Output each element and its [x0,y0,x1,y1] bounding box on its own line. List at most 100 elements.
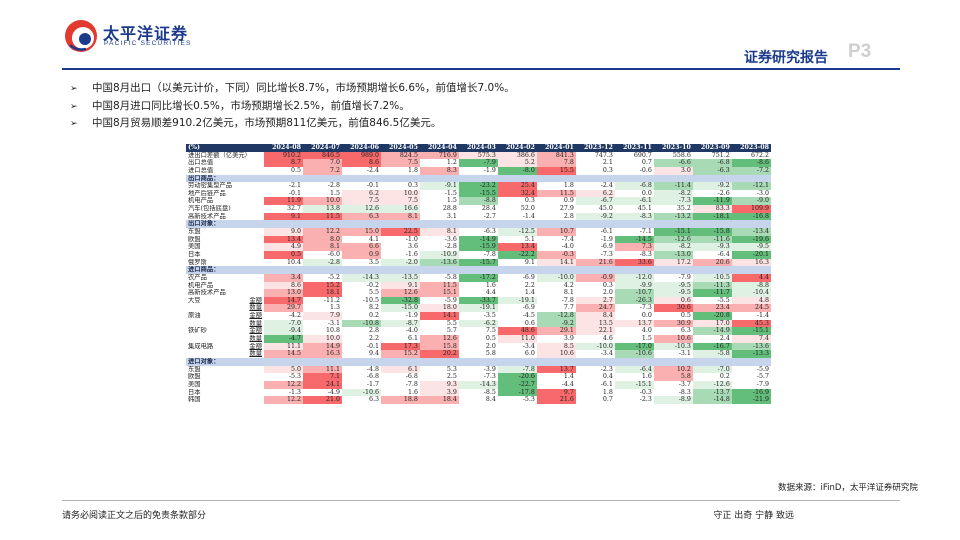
value-cell: 5.3 [446,365,457,373]
value-cell: -0.3 [536,250,576,259]
value-cell: 14.9 [303,342,342,351]
value-cell: 3.9 [419,388,459,397]
value-cell: 13.5 [575,319,615,328]
value-cell: 2.8 [368,327,379,335]
value-cell: -13.4 [731,228,771,236]
row-label: 俄罗斯 [188,258,207,266]
value-cell: 15.2 [380,350,420,358]
row-sublabel: 金额 [249,296,263,304]
value-cell: 17.2 [653,258,693,267]
value-cell: 5.5 [446,319,457,327]
value-cell: 13.4 [264,235,303,244]
value-cell: -4.8 [366,365,379,373]
value-cell: -7.8 [483,250,496,258]
value-cell: -3.1 [327,319,340,327]
value-cell: 4.9 [264,243,303,251]
value-cell: 13.7 [536,365,576,374]
table-row: 日本 -1.3 -4.9 -10.6 1.6 3.9 -8.5 -17.8 9.7 1.8 -0.3… [186,388,771,397]
value-cell: 3.5 [368,258,379,266]
value-cell: 6.2 [575,189,615,198]
table-row: 劳动密集型产品 -2.1 -2.8 -0.1 0.3 -9.1 -23.2 25.4 1.8 -2… [186,182,771,190]
value-cell: -2.0 [380,258,420,267]
table-row: 欧盟 -5.3 7.1 -6.8 -6.8 2.5 -7.3 -20.6 1.4 0.4 1.6 5.… [186,373,771,381]
row-sublabel: 金额 [249,327,263,335]
table-row: 数量 29.7 1.3 8.2 -15.0 18.0 -19.1 -6.9 7.7 24.7 -7.… [186,304,771,313]
value-cell: 18.8 [380,396,420,404]
value-cell: 3.1 [446,212,457,220]
value-cell: -9.5 [653,289,693,297]
row-sublabel: 数量 [249,335,263,343]
value-cell: -1.9 [600,235,613,243]
value-cell: 0.5 [680,312,691,320]
value-cell: 0.6 [524,319,535,327]
value-cell: 29.7 [264,304,303,313]
value-cell: -6.8 [366,373,379,381]
value-cell: -20.8 [692,312,732,320]
value-cell: 18.4 [419,396,459,404]
row-label: 机电产品 [188,197,214,205]
value-cell: 7.7 [563,304,574,312]
table-row: 原油 金额 -4.2 7.9 0.2 -1.9 14.1 -3.5 -4.5 -12.8 8.4 0.… [186,312,771,320]
value-cell: 16.3 [731,258,771,267]
table-row: 进口总值 0.5 7.2 -2.4 1.8 8.3 -1.9 -8.0 15.5 0.3 -0.6 3… [186,166,771,175]
table-row: 数量 14.5 16.3 9.4 15.2 20.2 5.8 6.0 10.6 -3.4 -10.6… [186,350,771,358]
value-cell: -12.6 [653,235,693,244]
value-cell: 8.6 [264,281,303,290]
value-cell: 48.6 [497,327,537,336]
value-cell: -9.5 [731,243,771,251]
value-cell: -1.9 [405,312,418,320]
value-cell: -12.6 [692,380,732,389]
row-label [186,320,242,328]
value-cell: 9.1 [524,258,535,266]
value-cell: -14.9 [458,235,498,244]
row-label: 劳动密集型产品 [188,182,233,190]
value-cell: -8.9 [653,396,693,404]
value-cell: 109.9 [731,205,771,213]
value-cell: 0.3 [602,166,613,174]
table-row: 数量 -4.7 10.0 2.2 6.1 12.6 0.5 11.0 3.9 4.6 1.5 10.6… [186,335,771,343]
value-cell: 11.5 [419,281,459,290]
value-cell: -14.9 [692,327,732,336]
value-cell: 2.2 [368,335,379,343]
value-cell: -5.9 [756,365,769,373]
value-cell: -4.7 [264,335,303,343]
value-cell: -6.3 [483,228,496,236]
section-title: 出口商品： [186,174,771,183]
value-cell: 1.8 [407,166,418,174]
value-cell: -4.0 [561,243,574,251]
value-cell: -9.3 [692,243,732,251]
value-cell: -14.3 [458,380,498,389]
value-cell: 0.9 [341,250,381,259]
table-row: 地产后链产品 -0.1 1.5 6.2 10.0 -1.5 -15.5 32.4 11.5 6.2… [186,189,771,198]
value-cell: 672.2 [750,151,769,159]
value-cell: -5.7 [756,373,769,381]
section-title: 进口对象： [186,357,771,366]
value-cell: -9.5 [653,281,693,290]
value-cell: 4.8 [731,296,771,305]
row-sublabel: 数量 [249,350,263,358]
value-cell: 989.0 [341,151,381,160]
value-cell: -14.5 [614,235,654,244]
value-cell: 575.3 [458,151,498,160]
value-cell: 14.7 [264,296,303,305]
value-cell: -13.5 [380,273,420,282]
value-cell: 15.5 [536,166,576,175]
value-cell: 8.7 [264,159,303,167]
value-cell: 2.5 [446,373,457,381]
value-cell: 7.9 [303,312,342,320]
row-label: 进出口差额（亿美元） [188,151,251,159]
value-cell: 14.1 [536,258,576,267]
value-cell: -8.8 [731,281,771,290]
footer-divider [62,500,900,501]
row-label: 东盟 [188,365,201,373]
data-source-note: 数据来源：iFinD，太平洋证券研究院 [778,483,918,493]
table-row: 铁矿砂 金额 -9.4 10.8 2.8 -4.0 5.7 7.5 48.6 29.1 22.1 4.… [186,327,771,336]
row-label: 机电产品 [188,281,214,289]
value-cell: -7.0 [692,365,732,374]
value-cell: 1.6 [485,281,496,289]
value-cell: -15.1 [653,228,693,236]
row-label: 欧盟 [188,235,201,243]
value-cell: -2.6 [717,189,730,197]
value-cell: 1.5 [446,197,457,205]
row-label: 美国 [188,243,201,251]
